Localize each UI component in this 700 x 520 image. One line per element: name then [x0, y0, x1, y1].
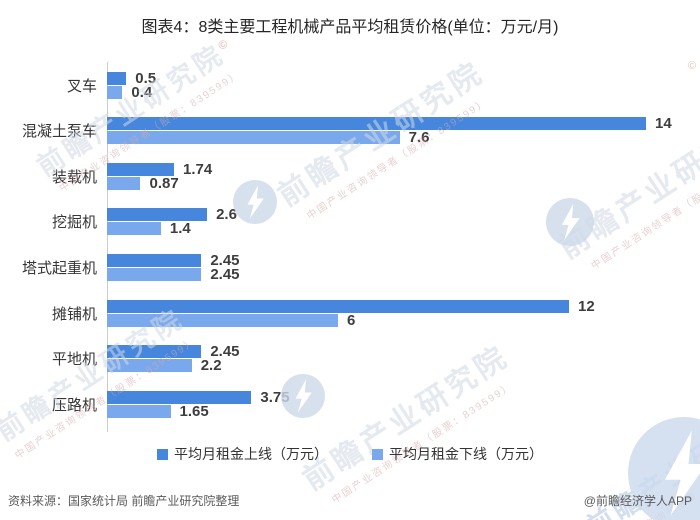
bar-row: 摊铺机 12 6	[0, 297, 700, 329]
category-label: 叉车	[66, 77, 97, 95]
bar	[107, 71, 127, 85]
bar	[107, 222, 161, 236]
bar	[107, 85, 123, 99]
category-label: 摊铺机	[51, 305, 97, 323]
legend-item-upper: 平均月租金上线（万元）	[157, 444, 328, 464]
value-label: 2.6	[216, 206, 237, 224]
category-label: 压路机	[51, 396, 97, 414]
value-label: 2.45	[210, 266, 240, 284]
value-label: 2.2	[200, 357, 222, 375]
value-label: 3.75	[260, 388, 290, 406]
legend-swatch-light	[372, 448, 383, 460]
chart-title: 图表4：8类主要工程机械产品平均租赁价格(单位：万元/月)	[141, 19, 559, 36]
bar-row: 塔式起重机 2.45 2.45	[0, 252, 700, 284]
value-label: 2.45	[210, 343, 240, 361]
bar-chart: 叉车 0.5 0.4 混凝土泵车 14 7.6 装载机 1.74 0.87 挖掘机 2.6 1.4 塔式…	[0, 62, 700, 434]
legend: 平均月租金上线（万元） 平均月租金下线（万元）	[0, 444, 700, 464]
legend-label: 平均月租金上线（万元）	[174, 446, 328, 462]
legend-label: 平均月租金下线（万元）	[389, 446, 543, 462]
value-label: 7.6	[408, 129, 430, 147]
category-label: 平地机	[51, 351, 97, 369]
credit-note: @前瞻经济学人APP	[583, 494, 692, 508]
value-label: 6	[347, 311, 356, 329]
value-label: 1.4	[169, 220, 191, 238]
value-label: 1.74	[182, 160, 213, 178]
bar	[107, 162, 174, 176]
bar	[107, 359, 192, 373]
copyright-mark: ©	[215, 36, 231, 53]
legend-item-lower: 平均月租金下线（万元）	[372, 444, 543, 464]
value-label: 2.45	[210, 252, 240, 270]
bar-row: 挖掘机 2.6 1.4	[0, 206, 700, 238]
legend-swatch-dark	[157, 448, 168, 460]
value-label: 12	[578, 297, 595, 315]
bar-row: 混凝土泵车 14 7.6	[0, 115, 700, 147]
bar	[107, 176, 141, 190]
source-note: 资料来源：国家统计局 前瞻产业研究院整理	[8, 494, 240, 508]
bar	[107, 404, 171, 418]
category-label: 装载机	[51, 168, 97, 186]
bar	[107, 131, 400, 145]
category-label: 挖掘机	[51, 214, 97, 232]
bar	[107, 299, 569, 313]
bar-row: 装载机 1.74 0.87	[0, 160, 700, 192]
category-label: 混凝土泵车	[21, 123, 97, 141]
bar	[107, 268, 202, 282]
value-label: 1.65	[179, 402, 209, 420]
bar	[107, 313, 338, 327]
value-label: 0.87	[149, 174, 179, 192]
value-label: 0.5	[135, 69, 157, 87]
bar-row: 叉车 0.5 0.4	[0, 69, 700, 101]
value-label: 0.4	[131, 83, 153, 101]
footer: 资料来源：国家统计局 前瞻产业研究院整理 @前瞻经济学人APP	[0, 492, 700, 509]
y-axis-line	[107, 62, 108, 432]
bar-row: 压路机 3.75 1.65	[0, 388, 700, 420]
bar	[107, 117, 646, 131]
bar	[107, 390, 252, 404]
bar	[107, 345, 202, 359]
bar-row: 平地机 2.45 2.2	[0, 343, 700, 375]
category-label: 塔式起重机	[21, 260, 97, 278]
bar	[107, 254, 202, 268]
value-label: 14	[655, 115, 672, 133]
bar	[107, 208, 208, 222]
